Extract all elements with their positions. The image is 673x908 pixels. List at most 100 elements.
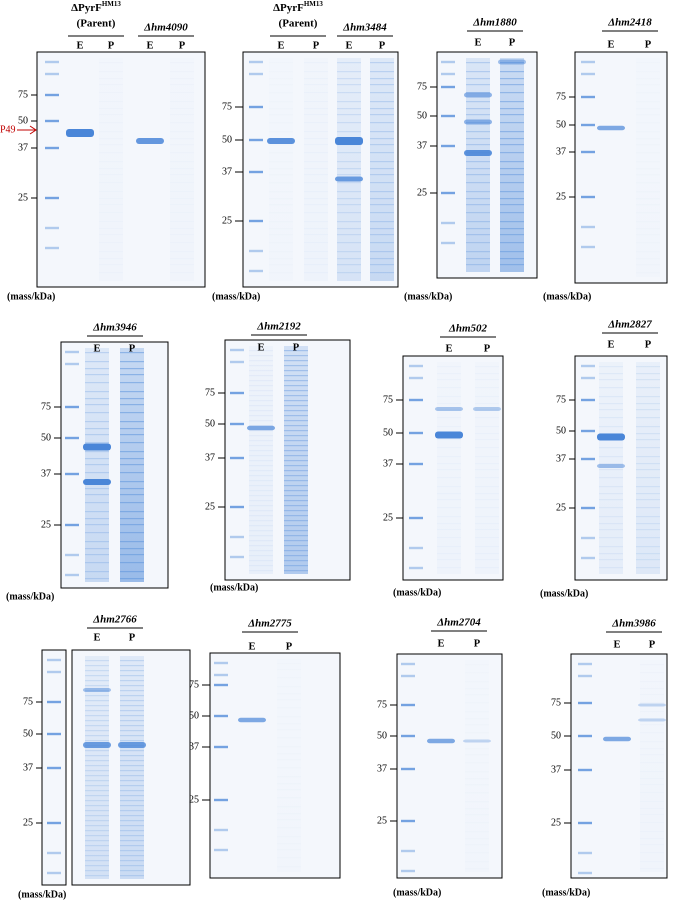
lane-band [475, 447, 499, 448]
lane-band [636, 417, 660, 419]
lane-band [475, 387, 499, 388]
lane-label: P [484, 343, 491, 354]
ladder-band [214, 683, 228, 687]
lane-band [337, 92, 361, 94]
ladder-band [249, 249, 263, 253]
lane-band [337, 174, 361, 176]
lane-band [599, 493, 623, 495]
lane-band [370, 144, 394, 146]
lane-band [640, 664, 664, 665]
lane-band [249, 460, 273, 462]
lane-label: P [649, 639, 656, 650]
lane-band [640, 861, 664, 862]
protein-band [464, 92, 492, 98]
lane-smear [284, 346, 308, 574]
lane-band [120, 428, 144, 430]
lane-band [437, 387, 461, 388]
marker-label: 25 [417, 187, 427, 198]
unit-label: (mass/kDa) [404, 291, 452, 302]
lane-band [120, 382, 144, 384]
marker-label: 25 [377, 815, 387, 826]
lane-band [249, 465, 273, 467]
lane-band [370, 212, 394, 214]
lane-band [120, 412, 144, 414]
ladder-band [214, 745, 228, 749]
lane-band [85, 578, 109, 580]
lane-band [304, 138, 328, 139]
lane-band [370, 191, 394, 193]
lane-band [120, 830, 144, 832]
lane-band [269, 71, 293, 72]
lane-band [269, 198, 293, 199]
lane-band [120, 740, 144, 742]
lane-band [636, 182, 660, 183]
ladder-band [581, 72, 595, 76]
lane-band [99, 198, 123, 199]
lane-band [636, 144, 660, 145]
ladder-band [249, 105, 263, 109]
lane-smear [249, 346, 273, 574]
lane-band [370, 174, 394, 176]
lane-band [120, 725, 144, 727]
lane-band [120, 750, 144, 752]
lane-band [99, 152, 123, 153]
lane-band [284, 385, 308, 387]
lane-band [85, 870, 109, 872]
lane-band [636, 131, 660, 132]
lane-band [466, 168, 490, 170]
ladder-band [581, 195, 595, 199]
lane-band [640, 868, 664, 869]
lane-band [284, 395, 308, 397]
lane-band [370, 108, 394, 110]
gel-panel: 75 50 37 25 Δhm2827 E P (mass/kDa) [540, 319, 668, 599]
protein-band [335, 176, 363, 182]
lane-band [85, 511, 109, 513]
lane-band [465, 808, 489, 809]
lane-band [640, 844, 664, 845]
lane-band [370, 272, 394, 274]
unit-label: (mass/kDa) [540, 588, 588, 599]
lane-band [640, 681, 664, 682]
lane-band [284, 470, 308, 472]
lane-band [249, 350, 273, 352]
protein-band [464, 119, 492, 125]
lane-band [85, 434, 109, 436]
lane-band [337, 264, 361, 266]
lane-band [249, 435, 273, 437]
ladder-band [249, 138, 263, 142]
lane-band [337, 198, 361, 200]
lane-band [337, 152, 361, 154]
ladder-band [401, 674, 415, 678]
lane-label: E [345, 40, 352, 51]
gel [574, 51, 668, 284]
group-title: ΔPyrFHM13 [273, 0, 323, 14]
lane-band [337, 234, 361, 236]
lane-band [304, 228, 328, 229]
lane-band [170, 258, 194, 259]
lane-label: P [645, 39, 652, 50]
lane-band [120, 760, 144, 762]
lane-band [636, 463, 660, 465]
lane-band [466, 264, 490, 266]
protein-band [238, 717, 266, 723]
lane-band [337, 84, 361, 86]
lane-band [120, 524, 144, 526]
lane-band [284, 565, 308, 567]
lane-band [636, 373, 660, 375]
lane-band [636, 272, 660, 273]
lane-band [636, 456, 660, 458]
lane-band [599, 463, 623, 465]
lane-band [337, 62, 361, 64]
lane-band [437, 366, 461, 367]
lane-band [437, 559, 461, 560]
lane-band [277, 857, 301, 858]
lane-smear [465, 660, 489, 872]
lane-band [284, 530, 308, 532]
lane-band [466, 174, 490, 176]
lane-band [120, 458, 144, 460]
lane-band [85, 875, 109, 877]
lane-band [466, 71, 490, 73]
lane-band [370, 131, 394, 133]
lane-band [475, 486, 499, 487]
